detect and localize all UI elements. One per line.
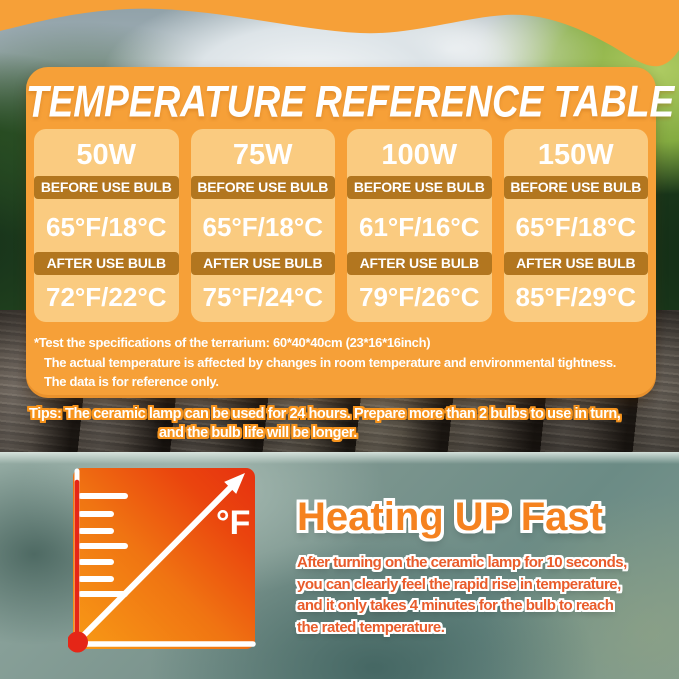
heating-body: After turning on the ceramic lamp for 10… <box>297 552 675 638</box>
after-use-band: AFTER USE BULB <box>34 252 179 275</box>
temperature-table: 50W BEFORE USE BULB 65°F/18°C AFTER USE … <box>34 129 648 322</box>
watt-label: 50W <box>76 139 137 171</box>
heating-body-line: and it only takes 4 minutes for the bulb… <box>297 597 614 614</box>
top-wave-banner <box>0 0 679 67</box>
footnote-line: *Test the specifications of the terrariu… <box>34 335 431 350</box>
heating-body-line: the rated temperature. <box>297 618 445 636</box>
after-use-band: AFTER USE BULB <box>190 252 335 275</box>
footnote: *Test the specifications of the terrariu… <box>34 333 650 392</box>
before-use-band: BEFORE USE BULB <box>347 176 492 199</box>
footnote-line: The data is for reference only. <box>44 374 219 389</box>
before-temp-value: 65°F/18°C <box>45 212 167 242</box>
rising-arrow-icon <box>76 485 233 643</box>
after-use-band: AFTER USE BULB <box>347 252 492 275</box>
heating-body-line: After turning on the ceramic lamp for 10… <box>297 554 627 571</box>
thermometer-chart-icon: °F <box>68 468 256 653</box>
after-temp-value: 79°F/26°C <box>358 282 480 312</box>
after-temp-value: 85°F/29°C <box>515 282 637 312</box>
heating-up-fast-section: Heating UP Fast After turning on the cer… <box>297 494 675 638</box>
watt-label: 100W <box>381 139 458 171</box>
footnote-line: The actual temperature is affected by ch… <box>44 354 617 370</box>
watt-label: 75W <box>232 139 293 171</box>
after-use-band: AFTER USE BULB <box>503 252 648 275</box>
before-temp-value: 61°F/16°C <box>358 212 480 242</box>
tips-line: Tips: The ceramic lamp can be used for 2… <box>29 406 621 422</box>
heating-heading: Heating UP Fast <box>297 495 603 539</box>
watt-column-100w: 100W BEFORE USE BULB 61°F/16°C AFTER USE… <box>347 129 492 322</box>
arrow-head <box>224 473 245 494</box>
before-use-band: BEFORE USE BULB <box>503 176 648 199</box>
before-use-band: BEFORE USE BULB <box>190 176 335 199</box>
after-temp-value: 75°F/24°C <box>202 282 324 312</box>
fahrenheit-label: °F <box>216 504 250 542</box>
card-title: TEMPERATURE REFERENCE TABLE <box>26 77 675 127</box>
watt-column-150w: 150W BEFORE USE BULB 65°F/18°C AFTER USE… <box>503 129 648 322</box>
watt-column-75w: 75W BEFORE USE BULB 65°F/18°C AFTER USE … <box>190 129 335 322</box>
before-temp-value: 65°F/18°C <box>202 212 324 242</box>
heating-body-line: you can clearly feel the rapid rise in t… <box>297 575 621 593</box>
tips-text: Tips: The ceramic lamp can be used for 2… <box>29 405 679 443</box>
before-use-band: BEFORE USE BULB <box>34 176 179 199</box>
thermometer-bulb <box>68 631 88 653</box>
before-temp-value: 65°F/18°C <box>515 212 637 242</box>
after-temp-value: 72°F/22°C <box>45 282 167 312</box>
temperature-reference-card: TEMPERATURE REFERENCE TABLE 50W BEFORE U… <box>26 67 675 398</box>
watt-column-50w: 50W BEFORE USE BULB 65°F/18°C AFTER USE … <box>34 129 179 322</box>
watt-label: 150W <box>537 139 614 171</box>
tips-line: and the bulb life will be longer. <box>159 425 357 441</box>
